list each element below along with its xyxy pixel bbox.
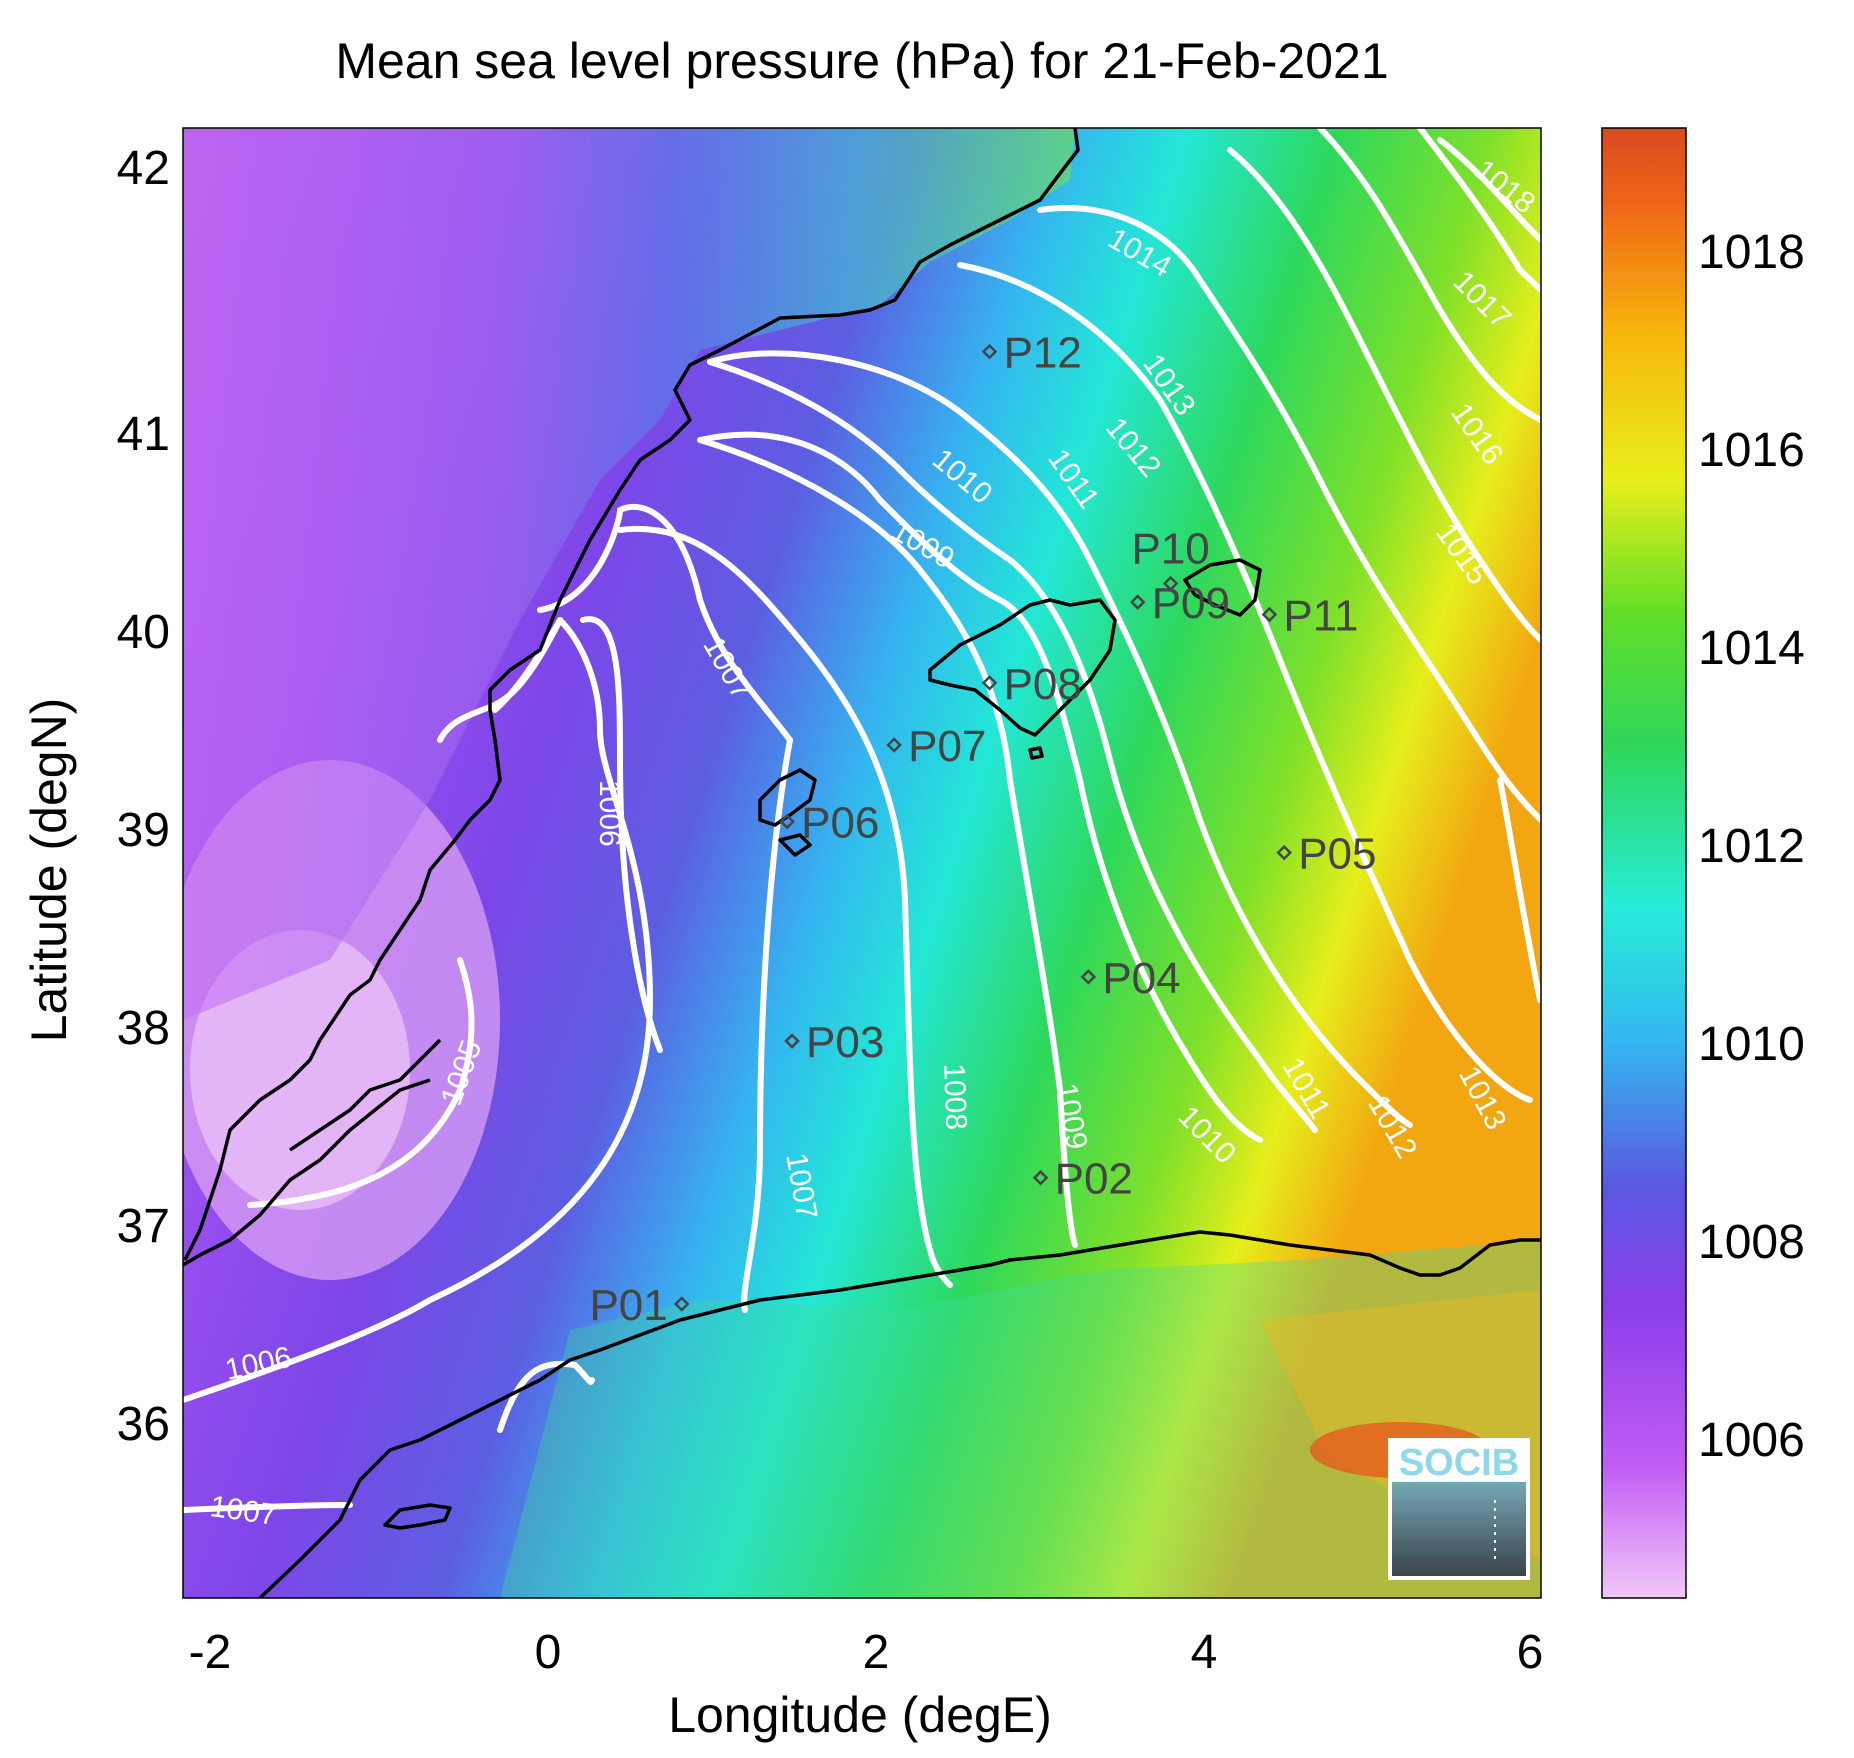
- colorbar-tick-label: 1006: [1698, 1414, 1805, 1467]
- y-tick-label: 39: [117, 804, 170, 857]
- island-alboran: [383, 1503, 452, 1530]
- station-marker: [981, 675, 998, 691]
- coastlines: [183, 128, 1541, 1598]
- contour-1005: [247, 957, 475, 1208]
- x-axis: -2 0 2 4 6 Longitude (degE): [189, 1626, 1544, 1743]
- island-menorca: [1183, 558, 1262, 617]
- station-marker: [779, 813, 795, 830]
- y-tick-label: 37: [117, 1200, 170, 1253]
- x-tick-label: 0: [535, 1626, 562, 1679]
- colorbar-tick-label: 1014: [1698, 622, 1805, 675]
- y-tick-label: 42: [117, 142, 170, 195]
- station-marker: [1162, 575, 1179, 592]
- contour-label: 1008: [937, 1063, 972, 1131]
- island-cabrera: [1028, 746, 1044, 760]
- contour-1008: [617, 525, 953, 1288]
- station-marker: [886, 737, 902, 753]
- contour-lines: [183, 128, 1541, 1513]
- x-axis-label: Longitude (degE): [668, 1687, 1052, 1743]
- station-marker: [1032, 1169, 1049, 1186]
- island-formentera: [778, 833, 812, 857]
- station-label: P01: [589, 1281, 667, 1330]
- x-tick-label: -2: [189, 1626, 232, 1679]
- station-marker: [1261, 606, 1278, 623]
- station-label: P05: [1298, 830, 1376, 879]
- contour-1018: [1437, 137, 1541, 243]
- station-label: P11: [1283, 592, 1358, 641]
- y-tick-label: 36: [117, 1398, 170, 1451]
- colorbar-tick-label: 1016: [1698, 424, 1805, 477]
- x-tick-label: 2: [863, 1626, 890, 1679]
- contour-1006-west: [183, 617, 653, 1403]
- y-tick-label: 41: [117, 408, 170, 461]
- islands: [383, 558, 1262, 1530]
- colorbar: 1006 1008 1010 1012 1014 1016 1018: [1601, 127, 1805, 1599]
- map-plot-area: 1005 1006 1006 1007 1007 1007 1007 1008 …: [183, 128, 1541, 1598]
- colorbar-bar: [1601, 127, 1687, 1599]
- contour-1009: [697, 437, 1078, 1248]
- contour-1011: [707, 359, 1318, 1133]
- chart-title: Mean sea level pressure (hPa) for 21-Feb…: [335, 33, 1388, 89]
- contour-1017: [1417, 128, 1541, 293]
- land-south-shade: [500, 1240, 1541, 1598]
- iberian-coastline: [183, 128, 1080, 1261]
- station-marker: [784, 1033, 800, 1049]
- map-frame: [182, 127, 1542, 1599]
- station-label: P09: [1152, 579, 1230, 628]
- contour-1013: [957, 262, 1533, 1103]
- station-label: P07: [908, 722, 986, 771]
- contour-1006-loop: [437, 617, 563, 743]
- station-label: P03: [806, 1018, 884, 1067]
- y-axis-label: Latitude (degN): [21, 698, 77, 1043]
- island-mallorca: [928, 598, 1117, 737]
- contour-1012: [707, 350, 1413, 1128]
- land-north-shade: [183, 128, 1075, 1020]
- contour-1016: [1317, 128, 1541, 423]
- station-label: P08: [1004, 660, 1082, 709]
- x-tick-label: 6: [1517, 1626, 1544, 1679]
- station-marker: [1129, 594, 1146, 610]
- african-coastline: [258, 1230, 1541, 1598]
- station-layer: P01 P02 P03 P04 P05 P06 P07 P08 P09 P10 P11 P12: [589, 329, 1376, 1330]
- station-label: P10: [1131, 524, 1209, 573]
- station-marker: [1276, 844, 1292, 861]
- contour-1007-sw: [183, 1502, 353, 1513]
- colorbar-tick-label: 1008: [1698, 1216, 1805, 1269]
- south-iberia-coast: [289, 1038, 442, 1152]
- y-axis: 36 37 38 39 40 41 42 Latitude (degN): [21, 142, 170, 1451]
- colorbar-tick-label: 1012: [1698, 820, 1805, 873]
- logo-text: SOCIB: [1399, 1442, 1519, 1484]
- colorbar-tick-label: 1018: [1698, 226, 1805, 279]
- station-label: P02: [1055, 1155, 1133, 1204]
- contour-1007-north: [537, 504, 793, 743]
- station-label: P12: [1004, 329, 1082, 378]
- contour-1015: [1227, 147, 1541, 643]
- station-marker: [673, 1296, 690, 1312]
- contour-1010: [697, 431, 1263, 1143]
- island-ibiza: [758, 768, 817, 827]
- station-label: P04: [1102, 954, 1180, 1003]
- contour-1014-south: [1497, 777, 1541, 1003]
- x-tick-label: 4: [1191, 1626, 1218, 1679]
- socib-logo: SOCIB: [1388, 1438, 1530, 1580]
- y-tick-label: 40: [117, 606, 170, 659]
- logo-top-band: [1390, 1440, 1528, 1482]
- colorbar-tick-label: 1010: [1698, 1018, 1805, 1071]
- station-marker: [1080, 969, 1097, 985]
- station-label: P06: [801, 799, 879, 848]
- contour-1007-west: [580, 616, 663, 1053]
- y-tick-label: 38: [117, 1002, 170, 1055]
- station-marker: [981, 343, 998, 360]
- contour-label: 1006: [593, 780, 626, 847]
- north-africa-coast: [183, 1078, 431, 1267]
- contour-1007-south: [741, 737, 793, 1313]
- contour-1014-north: [1037, 205, 1541, 823]
